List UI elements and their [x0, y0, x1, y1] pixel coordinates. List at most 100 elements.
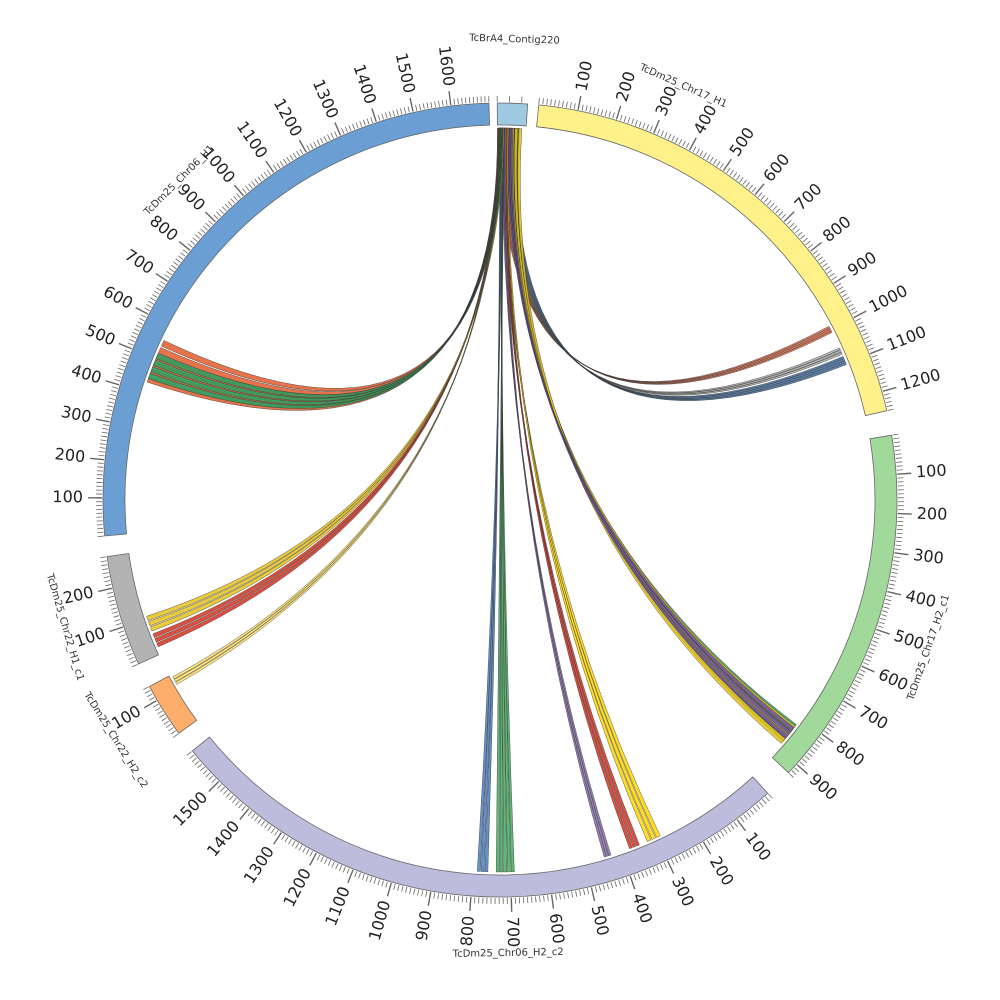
minor-tick-chr06h1-340	[107, 405, 114, 408]
minor-tick-chr06h1-530	[130, 335, 137, 339]
minor-tick-chr06h1-1270	[327, 134, 331, 141]
minor-tick-chr06h2-620	[543, 895, 545, 902]
minor-tick-chr06h2-250	[685, 851, 690, 858]
minor-tick-chr17h1-140	[593, 107, 596, 114]
minor-tick-chr17h1-1160	[878, 373, 885, 377]
minor-tick-chr17h1-780	[805, 240, 811, 246]
minor-tick-chr06h2-860	[445, 894, 448, 901]
minor-tick-chr17h2-620	[858, 672, 864, 677]
minor-tick-chr06h1-640	[150, 297, 156, 302]
minor-tick-chr17h1-930	[839, 289, 846, 294]
tick-label-chr06h2-1100: 1100	[321, 884, 354, 929]
minor-tick-chr17h1-1210	[883, 393, 890, 396]
minor-tick-chr17h2-20	[893, 441, 900, 444]
major-tick-chr22h1-100	[109, 626, 124, 633]
minor-tick-chr17h1-60	[562, 100, 564, 107]
minor-tick-chr06h1-480	[123, 353, 130, 357]
minor-tick-chr17h1-390	[685, 142, 690, 149]
minor-tick-chr06h1-250	[100, 439, 107, 442]
minor-tick-chr06h1-420	[115, 375, 122, 378]
major-tick-chr06h2-1400	[239, 808, 250, 820]
minor-tick-chr17h2-530	[872, 640, 879, 644]
minor-tick-chr06h1-780	[180, 252, 186, 257]
minor-tick-chr22h2-20	[168, 727, 174, 732]
minor-tick-chr06h2-810	[465, 896, 468, 903]
minor-tick-chr17h2-80	[896, 465, 903, 467]
tick-label-chr06h2-100: 100	[742, 829, 775, 865]
minor-tick-chr06h2-120	[730, 824, 735, 830]
minor-tick-chr06h2-490	[594, 886, 598, 893]
minor-tick-chr06h1-840	[195, 234, 201, 239]
minor-tick-chr06h2-550	[571, 891, 574, 898]
tick-label-chr06h1-300: 300	[59, 402, 93, 427]
minor-tick-chr22h1-260	[101, 564, 108, 567]
minor-tick-chr22h1-210	[105, 584, 112, 587]
minor-tick-chr06h2-340	[652, 867, 656, 874]
minor-tick-chr06h2-1530	[205, 772, 211, 778]
major-tick-chr17h2-400	[887, 590, 902, 596]
minor-tick-chr06h2-1140	[335, 863, 339, 870]
minor-tick-chr06h2-1090	[354, 871, 358, 878]
minor-tick-chr22h1-230	[103, 576, 110, 579]
minor-tick-chr06h2-530	[579, 889, 582, 896]
minor-tick-chr17h2-680	[847, 693, 853, 698]
major-tick-chr06h1-1300	[334, 122, 342, 136]
major-tick-chr17h2-600	[861, 665, 875, 673]
minor-tick-chr06h1-1350	[355, 122, 359, 129]
minor-tick-chr06h2-20	[762, 799, 767, 805]
minor-tick-chr17h2-390	[888, 587, 895, 590]
minor-tick-chr22h1-110	[115, 622, 122, 626]
minor-tick-chr06h1-1480	[403, 107, 407, 114]
tick-label-chr22h1-200: 200	[61, 582, 95, 607]
minor-tick-chr06h1-1240	[316, 139, 321, 146]
minor-tick-chr06h2-440	[614, 880, 617, 887]
minor-tick-chr06h2-910	[425, 891, 428, 898]
minor-tick-chr22h1-190	[106, 591, 113, 595]
minor-tick-chr06h1-710	[164, 274, 170, 279]
tick-label-chr06h2-800: 800	[457, 915, 478, 947]
minor-tick-chr06h2-580	[559, 893, 561, 900]
link-contig-chr22h1-2	[146, 127, 505, 621]
minor-tick-chr06h1-1190	[299, 148, 304, 155]
minor-tick-chr06h1-680	[158, 284, 164, 289]
minor-tick-chr17h1-1030	[858, 325, 865, 329]
minor-tick-chr06h2-1120	[342, 866, 346, 873]
minor-tick-chr17h2-430	[884, 602, 891, 606]
minor-tick-chr06h2-1600	[186, 751, 192, 756]
minor-tick-chr17h2-860	[807, 752, 813, 757]
minor-tick-chr06h2-590	[555, 894, 557, 901]
minor-tick-chr22h2-80	[155, 707, 161, 712]
minor-tick-chr17h2-40	[894, 449, 901, 452]
major-tick-chr17h2-300	[894, 552, 909, 556]
minor-tick-chr17h1-190	[612, 112, 615, 119]
major-tick-chr17h2-500	[876, 628, 890, 635]
tick-label-chr06h2-900: 900	[412, 909, 436, 942]
minor-tick-chr06h2-280	[674, 857, 679, 864]
minor-tick-chr17h1-960	[845, 300, 852, 304]
tick-label-chr17h1-800: 800	[819, 212, 855, 246]
major-tick-chr06h1-400	[105, 380, 120, 386]
major-tick-chr17h1-600	[754, 183, 765, 195]
segment-label-chr06h2: TcDm25_Chr06_H2_c2	[452, 947, 564, 960]
minor-tick-chr06h1-1410	[377, 114, 381, 121]
segment-label-chr22h2: TcDm25_Chr22_H2_c2	[81, 689, 150, 790]
minor-tick-chr06h1-560	[135, 324, 142, 329]
minor-tick-chr06h1-540	[132, 331, 139, 336]
minor-tick-chr06h2-1250	[295, 843, 299, 849]
minor-tick-chr17h2-460	[881, 614, 888, 617]
links-layer	[146, 127, 847, 873]
minor-tick-chr17h1-160	[600, 109, 604, 116]
minor-tick-chr22h2-0	[172, 733, 179, 738]
minor-tick-chr17h2-570	[866, 654, 873, 658]
minor-tick-chr06h2-190	[706, 839, 711, 846]
tick-label-chr06h2-400: 400	[628, 891, 656, 926]
minor-tick-chr17h1-350	[671, 135, 675, 142]
tick-label-chr06h2-1400: 1400	[203, 817, 243, 861]
minor-tick-chr06h1-790	[182, 249, 188, 254]
major-tick-chr06h2-1300	[273, 832, 282, 845]
minor-tick-chr17h1-1080	[866, 343, 873, 347]
minor-tick-chr06h1-410	[114, 378, 121, 382]
minor-tick-chr22h1-280	[100, 556, 107, 559]
minor-tick-chr06h1-240	[99, 443, 106, 445]
minor-tick-chr17h1-940	[841, 293, 848, 298]
